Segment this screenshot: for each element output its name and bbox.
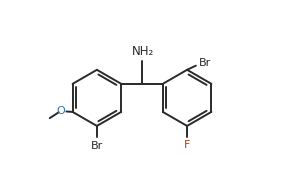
Text: Br: Br xyxy=(199,58,211,68)
Text: F: F xyxy=(184,140,190,150)
Text: O: O xyxy=(57,106,66,116)
Text: Br: Br xyxy=(91,141,103,151)
Text: NH₂: NH₂ xyxy=(132,45,154,58)
